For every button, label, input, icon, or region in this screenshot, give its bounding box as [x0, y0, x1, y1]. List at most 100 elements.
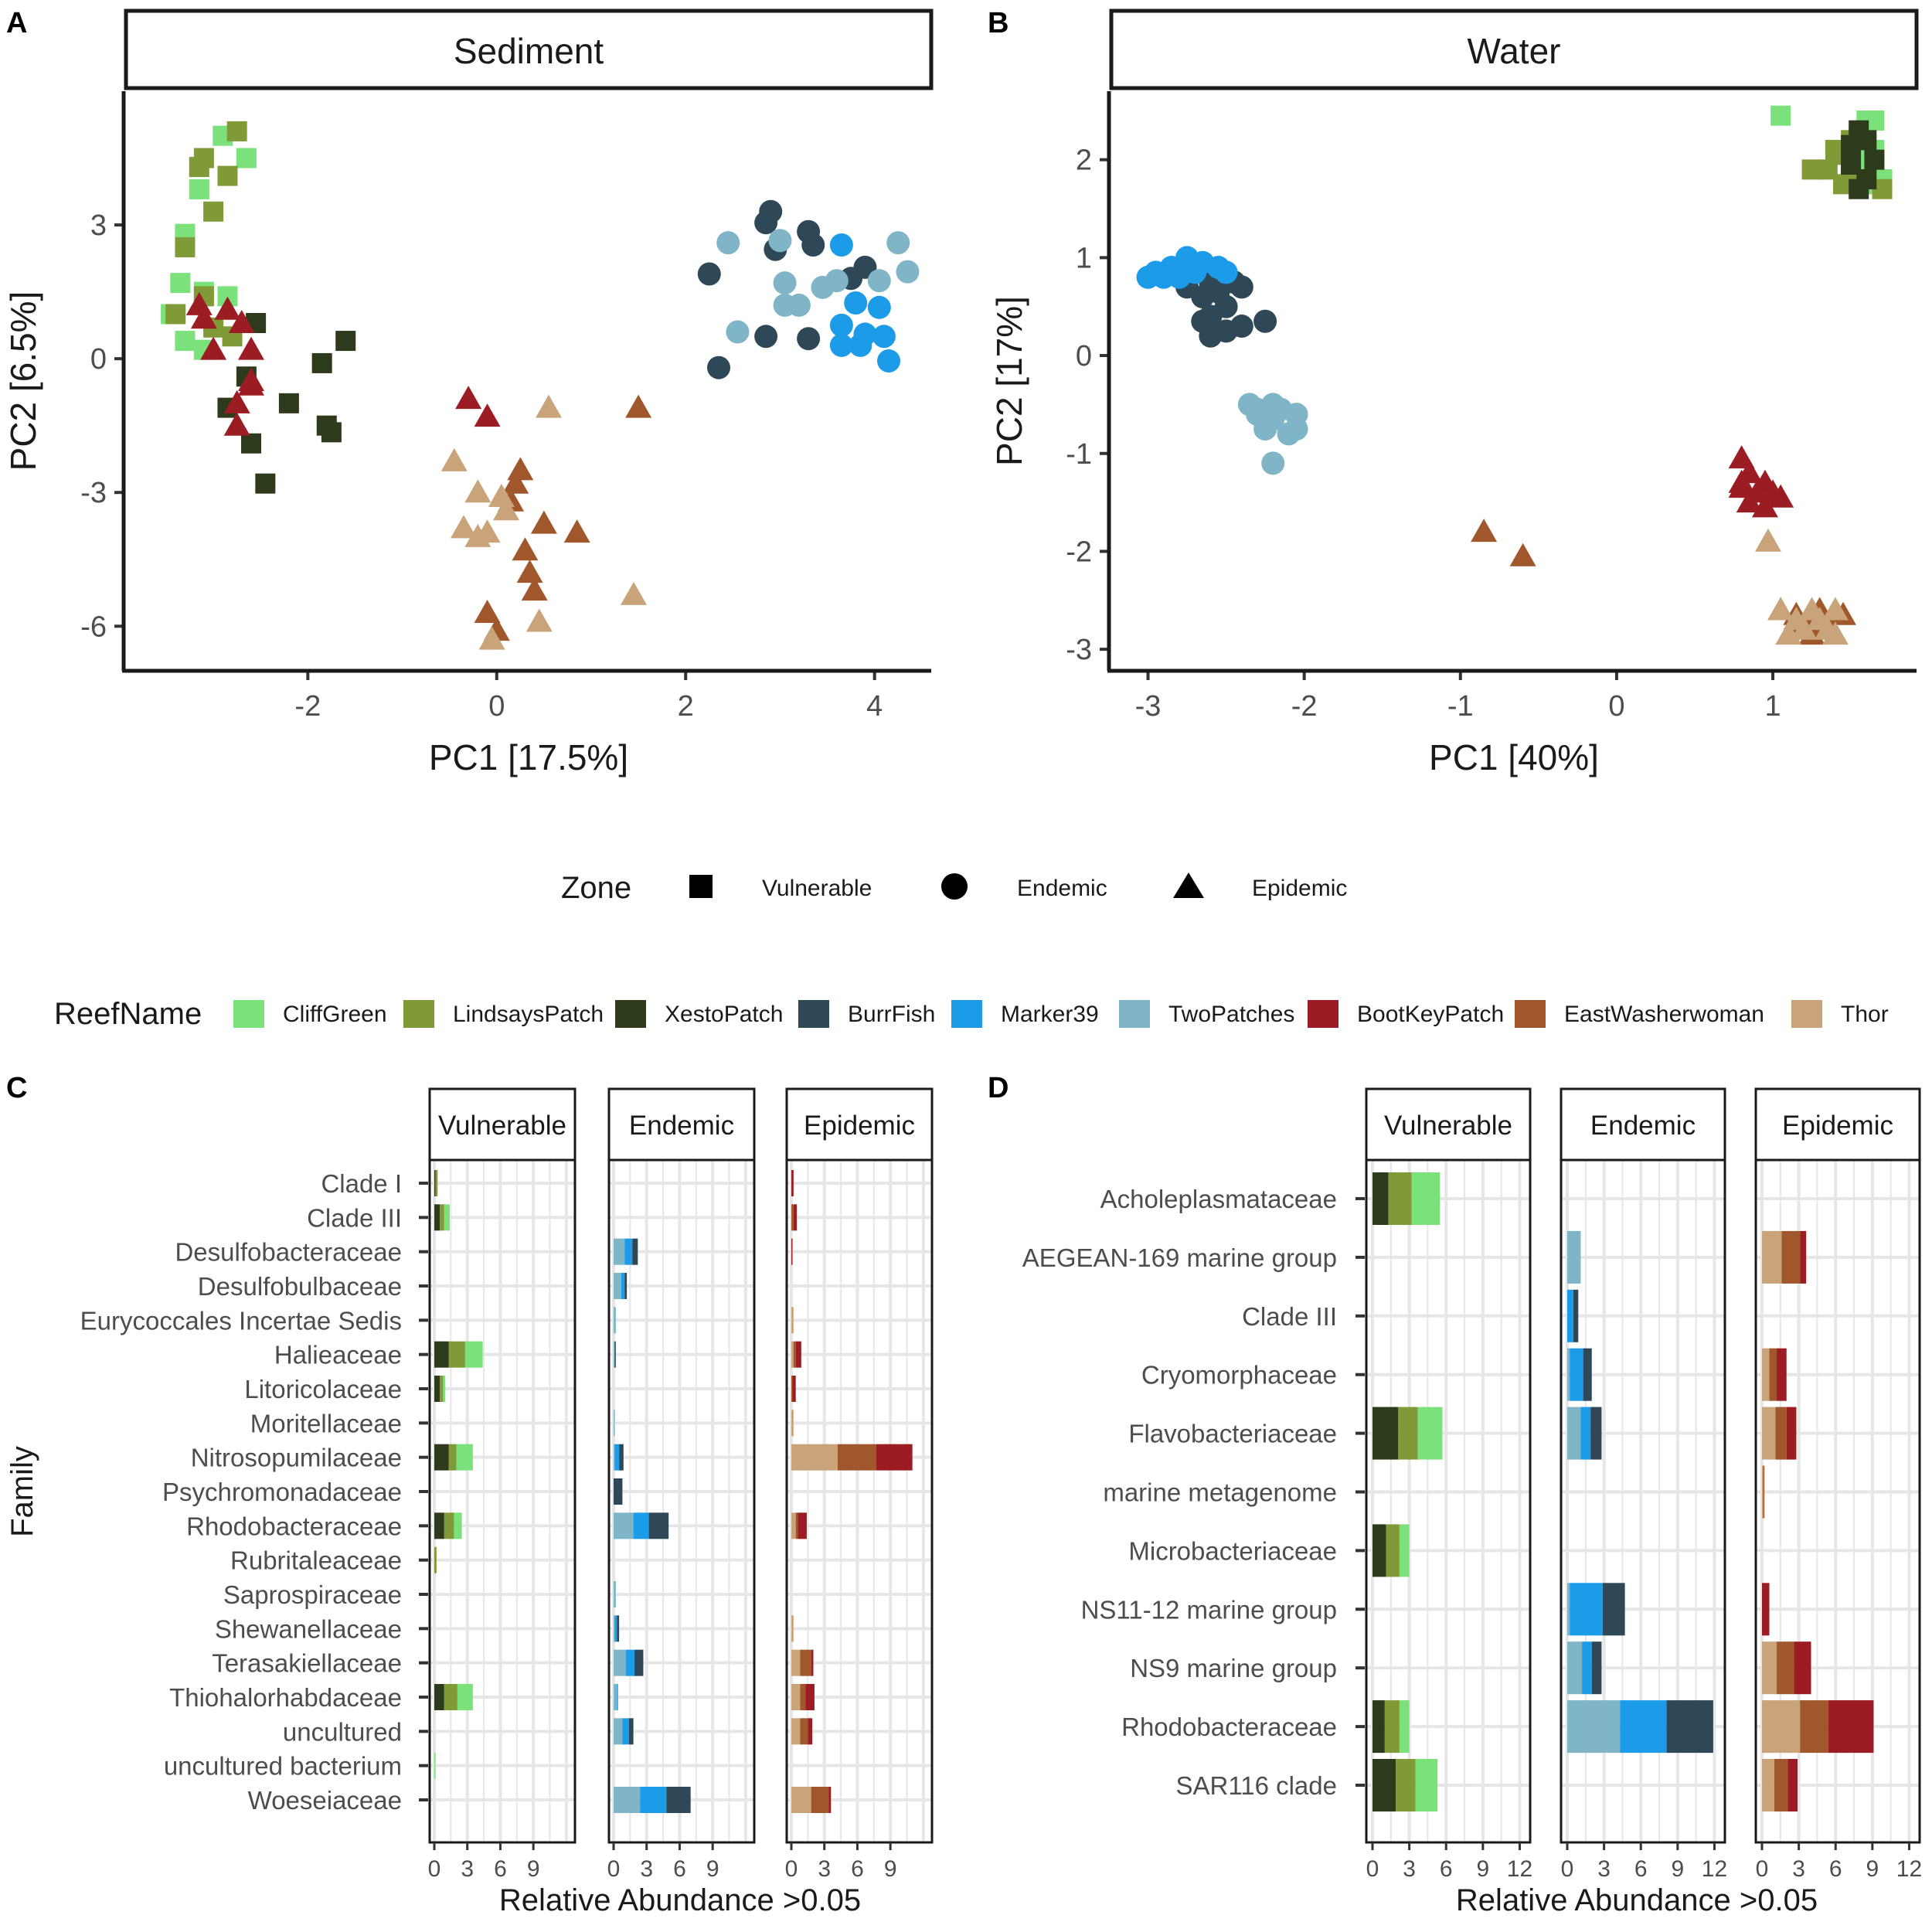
facet-panel-border [1754, 1158, 1921, 1844]
bar-thor [791, 1512, 796, 1539]
bar-bootkeypatch [798, 1512, 807, 1539]
bar-eastwasherwoman [791, 1204, 794, 1231]
facet-strip [1754, 1087, 1921, 1162]
point-eastwasherwoman [1509, 543, 1536, 566]
bar-lindsayspatch [444, 1684, 457, 1710]
point-twopatches [716, 231, 740, 255]
category-label: Litoricolaceae [244, 1375, 402, 1403]
bar-xestopatch [1372, 1759, 1396, 1811]
bar-cliffgreen [464, 1341, 483, 1368]
point-twopatches [773, 271, 797, 295]
facet-panel-border [1365, 1158, 1532, 1844]
point-cliffgreen [170, 273, 191, 294]
bar-marker39 [614, 1615, 617, 1642]
facet-strip [1560, 1087, 1726, 1162]
facet-panel-border [428, 1158, 577, 1844]
bar-bootkeypatch [795, 1341, 801, 1368]
bar-thor [1762, 1700, 1801, 1754]
bar-lindsayspatch [1386, 1524, 1400, 1577]
legend-swatch-eastwasherwoman [1515, 1000, 1546, 1028]
bar-cliffgreen [1399, 1524, 1410, 1577]
bar-eastwasherwoman [1775, 1407, 1787, 1460]
x-tick-label: 6 [1440, 1856, 1453, 1882]
x-tick-label: 9 [527, 1856, 540, 1882]
point-eastwasherwoman [474, 600, 501, 623]
facet-strip-label: Endemic [629, 1111, 734, 1141]
zone-legend-title: Zone [561, 871, 631, 905]
x-tick-label: 6 [1634, 1856, 1648, 1882]
point-twopatches [886, 231, 910, 255]
bar-cliffgreen [1415, 1759, 1438, 1811]
panel-label-c: C [6, 1072, 27, 1104]
point-marker39 [849, 333, 872, 357]
x-tick-label: 2 [678, 690, 694, 723]
point-marker39 [829, 333, 853, 357]
x-tick-label: 6 [494, 1856, 507, 1882]
bar-cliffgreen [434, 1752, 436, 1779]
category-label: Nitrosopumilaceae [191, 1444, 402, 1472]
point-bootkeypatch [455, 386, 482, 410]
bar-thor [1762, 1230, 1782, 1284]
point-bootkeypatch [214, 296, 241, 320]
bar-eastwasherwoman [811, 1787, 829, 1813]
point-cliffgreen [236, 148, 257, 168]
point-eastwasherwoman [563, 519, 590, 543]
category-label: uncultured [283, 1717, 402, 1746]
bar-twopatches [1567, 1230, 1581, 1284]
x-tick-label: 3 [640, 1856, 653, 1882]
facet-panel-border [607, 1158, 756, 1844]
point-lindsayspatch [175, 236, 196, 257]
bar-marker39 [1620, 1700, 1667, 1754]
point-marker39 [872, 325, 896, 349]
point-burrfish [1191, 285, 1215, 309]
bar-marker39 [624, 1238, 633, 1265]
panel-c: Clade I Clade III Desulfobacteraceae Desulf… [5, 1087, 934, 1917]
point-twopatches [867, 269, 891, 293]
point-bootkeypatch [238, 372, 264, 396]
facet-strip [428, 1087, 577, 1162]
bar-xestopatch [1372, 1524, 1386, 1577]
bar-burrfish [634, 1649, 644, 1676]
point-eastwasherwoman [530, 510, 557, 534]
scatter-a: -2 0 2 4 3 0 -3 -6 [80, 121, 920, 723]
category-label: Saprospiraceae [223, 1580, 402, 1609]
category-label: NS9 marine group [1130, 1654, 1337, 1682]
category-label: Clade III [307, 1203, 402, 1232]
x-tick-label: 12 [1507, 1856, 1532, 1882]
point-twopatches [1246, 397, 1270, 421]
point-bootkeypatch [223, 412, 250, 436]
bar-burrfish [617, 1615, 620, 1642]
bar-twopatches [1567, 1641, 1583, 1695]
x-tick-label: 3 [1597, 1856, 1611, 1882]
y-tick-label: 1 [1076, 242, 1092, 274]
bar-marker39 [622, 1718, 629, 1745]
point-thor [536, 394, 562, 418]
point-xestopatch [1841, 134, 1862, 155]
point-marker39 [844, 291, 868, 315]
bar-twopatches [614, 1273, 621, 1299]
facet-strip [785, 1087, 934, 1162]
point-bootkeypatch [474, 403, 501, 427]
bar-xestopatch [434, 1444, 449, 1471]
point-xestopatch [278, 393, 299, 413]
legend-label-burrfish: BurrFish [848, 1002, 935, 1027]
panel-label-b: B [988, 7, 1009, 39]
y-axis-title-b: PC2 [17%] [989, 296, 1029, 466]
legend-swatch-bootkeypatch [1308, 1000, 1338, 1028]
x-tick-label: 0 [1756, 1856, 1769, 1882]
point-thor [478, 626, 505, 650]
category-label: Psychromonadaceae [162, 1478, 402, 1506]
point-burrfish [1230, 315, 1253, 338]
category-label: Desulfobacteraceae [175, 1238, 402, 1267]
category-label: Microbacteriaceae [1128, 1536, 1337, 1565]
bar-thor [1762, 1348, 1770, 1401]
point-twopatches [896, 260, 920, 284]
x-tick-label: 3 [1792, 1856, 1805, 1882]
bar-lindsayspatch [434, 1546, 437, 1573]
point-xestopatch [335, 331, 356, 352]
x-tick-label: 9 [884, 1856, 897, 1882]
legend-label-lindsayspatch: LindsaysPatch [453, 1002, 604, 1027]
y-tick-label: 0 [1076, 340, 1092, 372]
bar-xestopatch [434, 1512, 444, 1539]
point-burrfish [754, 211, 778, 235]
